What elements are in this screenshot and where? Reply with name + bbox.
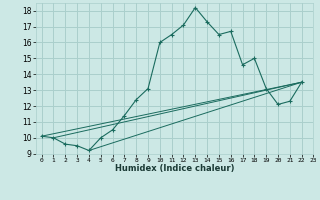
X-axis label: Humidex (Indice chaleur): Humidex (Indice chaleur) [115, 164, 234, 173]
